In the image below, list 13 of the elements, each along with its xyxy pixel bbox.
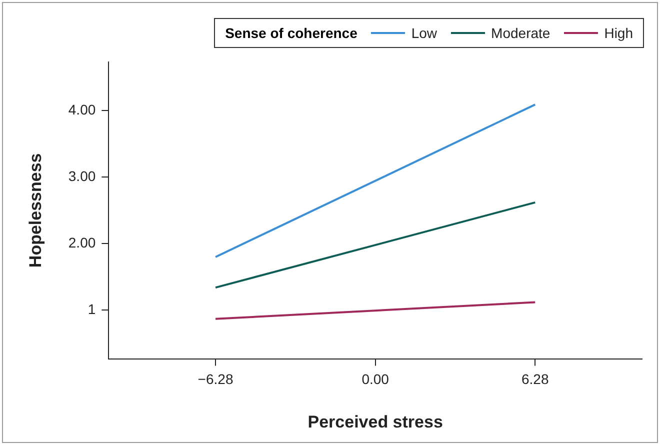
x-axis-title: Perceived stress xyxy=(308,412,443,432)
y-tick-label: 1 xyxy=(88,301,96,318)
legend-label: Low xyxy=(411,25,438,41)
x-tick-label: 6.28 xyxy=(522,371,549,388)
y-tick-label: 4.00 xyxy=(68,101,96,118)
x-tick-label: −6.28 xyxy=(198,371,234,388)
legend-label: Moderate xyxy=(491,25,550,41)
x-tick-label: 0.00 xyxy=(362,371,390,388)
y-axis-title: Hopelessness xyxy=(26,153,45,268)
y-tick-label: 3.00 xyxy=(68,168,96,184)
y-tick-label: 2.00 xyxy=(68,234,96,251)
legend-label: High xyxy=(604,25,633,41)
legend-title: Sense of coherence xyxy=(225,25,358,41)
